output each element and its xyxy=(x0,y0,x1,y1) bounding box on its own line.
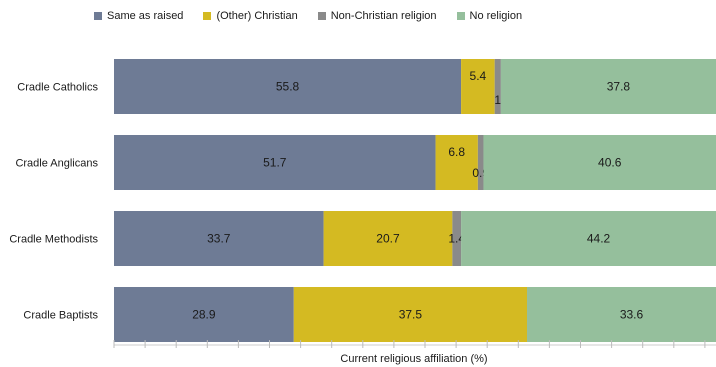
data-label: 37.5 xyxy=(399,308,423,322)
bar-segment xyxy=(293,287,528,342)
legend-swatch-other-christian xyxy=(203,12,212,20)
data-label: 55.8 xyxy=(276,80,300,94)
bar-segment xyxy=(114,135,436,190)
bar-segment xyxy=(114,211,324,266)
category-label: Cradle Baptists xyxy=(23,310,98,322)
bar-segment xyxy=(527,287,716,342)
bar-segment xyxy=(452,211,462,266)
data-label: 33.7 xyxy=(207,232,231,246)
bar-segment xyxy=(323,211,453,266)
legend-swatch-no-religion xyxy=(456,12,465,20)
data-label: 6.8 xyxy=(448,145,465,159)
legend-swatch-non-christian xyxy=(317,12,326,20)
legend: Same as raised (Other) Christian Non-Chr… xyxy=(94,10,542,22)
legend-label-other-christian: (Other) Christian xyxy=(216,10,298,22)
category-label: Cradle Methodists xyxy=(9,234,98,246)
legend-item-other-christian: (Other) Christian xyxy=(203,10,298,22)
legend-item-non-christian: Non-Christian religion xyxy=(317,10,437,22)
legend-item-no-religion: No religion xyxy=(456,10,523,22)
category-label: Cradle Anglicans xyxy=(15,158,98,170)
data-label: 33.6 xyxy=(620,308,644,322)
data-label: 5.4 xyxy=(470,69,487,83)
data-label: 44.2 xyxy=(587,232,611,246)
data-label: 51.7 xyxy=(263,156,287,170)
x-axis-title: Current religious affiliation (%) xyxy=(340,353,488,365)
data-label: 28.9 xyxy=(192,308,216,322)
legend-label-same-as-raised: Same as raised xyxy=(107,10,184,22)
bar-segment xyxy=(477,135,484,190)
bar-segment xyxy=(114,59,462,114)
bar-segment xyxy=(494,59,501,114)
data-label: 1 xyxy=(494,93,501,107)
bar-segment xyxy=(435,135,478,190)
bar-segment xyxy=(483,135,716,190)
bar-segment xyxy=(461,59,495,114)
category-label: Cradle Catholics xyxy=(17,82,98,94)
bar-segment xyxy=(461,211,716,266)
legend-label-non-christian: Non-Christian religion xyxy=(330,10,437,22)
legend-label-no-religion: No religion xyxy=(469,10,523,22)
data-label: 40.6 xyxy=(598,156,622,170)
legend-item-same-as-raised: Same as raised xyxy=(94,10,183,22)
bar-segment xyxy=(114,287,294,342)
bar-segment xyxy=(500,59,716,114)
legend-swatch-same-as-raised xyxy=(94,12,102,20)
data-label: 37.8 xyxy=(607,80,631,94)
data-label: 20.7 xyxy=(376,232,400,246)
